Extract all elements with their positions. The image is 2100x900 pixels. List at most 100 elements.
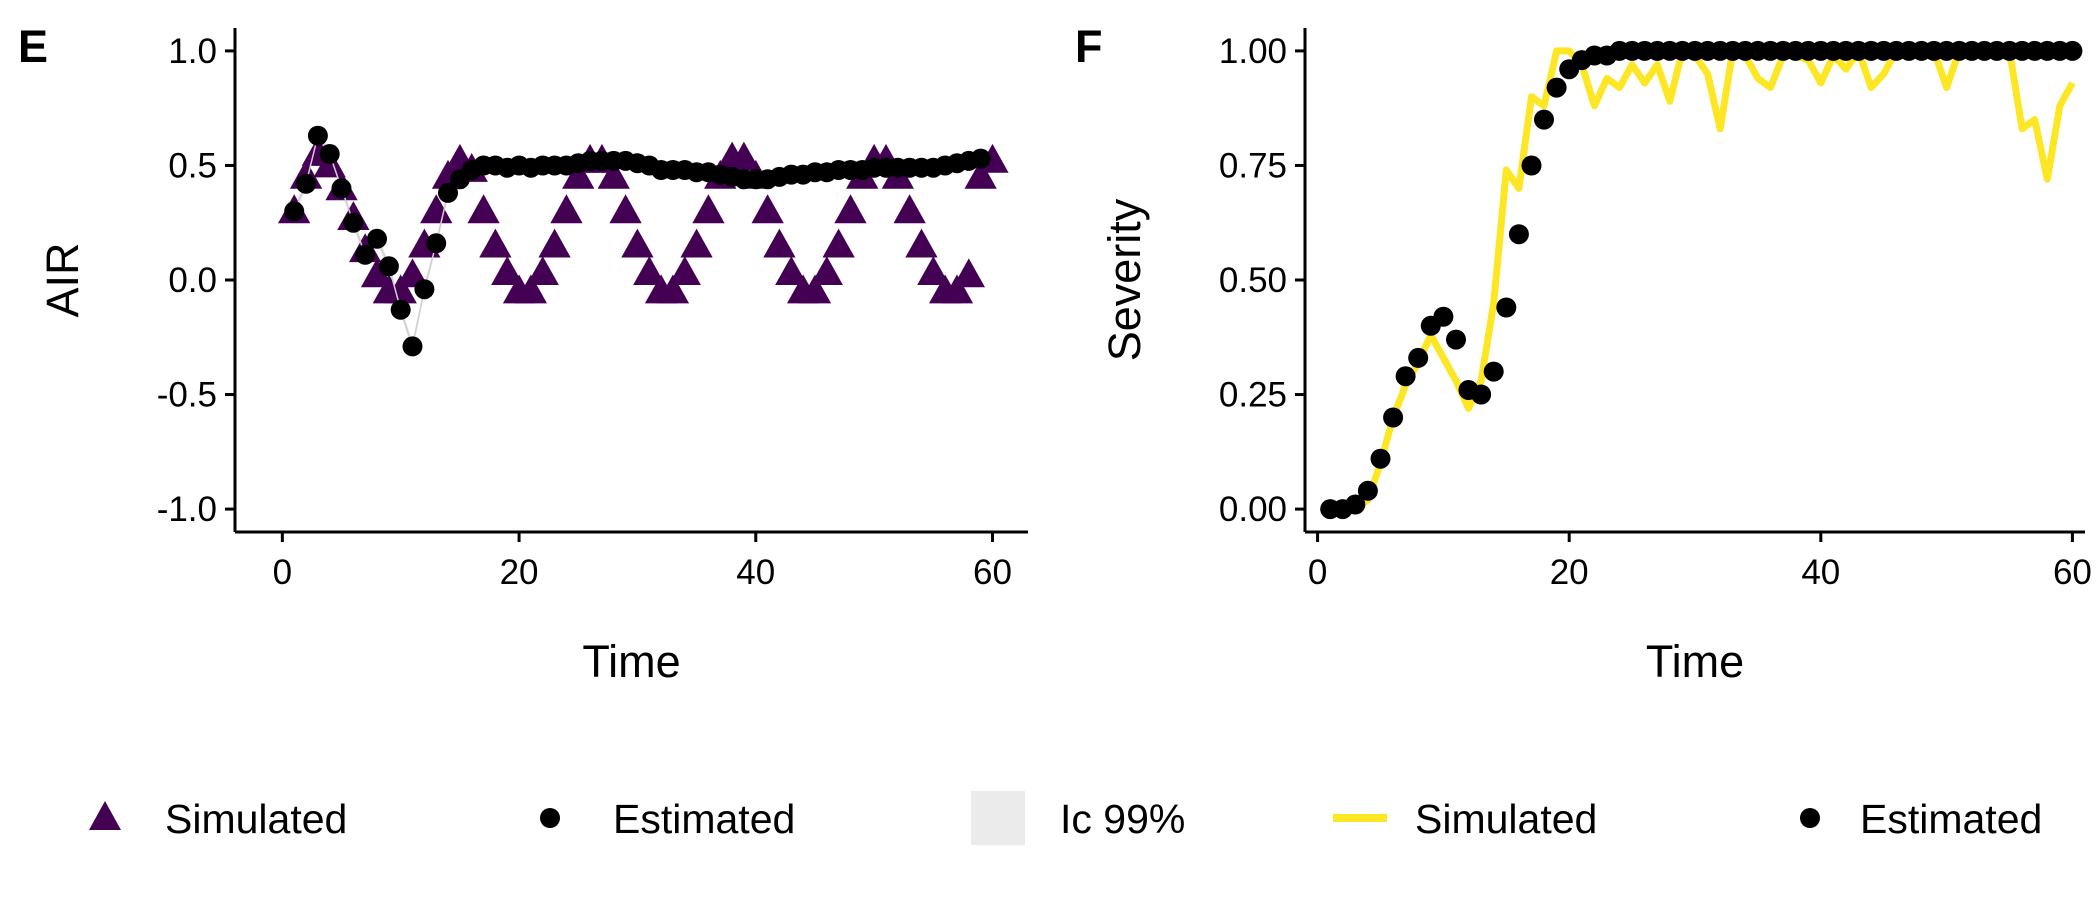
estimated-point [1433,306,1454,327]
y-tick-label: 1.0 [168,32,217,71]
simulated-point [550,194,583,224]
legend-item: Ic 99% [971,791,1185,845]
simulated-point [538,228,571,258]
simulated-point [420,194,453,224]
legend-label: Estimated [1860,796,2042,842]
estimated-point [296,173,316,194]
simulated-point [727,141,761,171]
estimated-point [367,228,387,249]
estimated-point [307,125,328,146]
panel-tag-f: F [1075,21,1103,72]
simulated-point [763,228,796,258]
y-tick-label: 1.00 [1219,32,1287,71]
estimated-point [1496,297,1517,318]
estimated-point [378,256,399,277]
y-tick-label: 0.75 [1219,146,1287,185]
x-axis-title: Time [582,636,680,687]
simulated-point [692,194,725,224]
simulated-point [822,228,855,258]
legend-label: Estimated [613,796,795,842]
simulated-point [668,256,701,285]
simulated-severity-line [1330,47,2076,513]
legend-item: Estimated [540,796,795,842]
simulated-point [360,258,394,288]
simulated-point [526,256,559,285]
estimated-point [1408,347,1429,368]
legend-triangle-key [89,801,121,830]
estimated-point [284,201,305,222]
estimated-point [1370,448,1391,469]
panel-e-air-chart: E -1.0 -0.5 0.0 0.5 1.0 0 20 40 60 Time AIR [18,21,1028,687]
estimated-point [414,279,435,300]
x-tick-label: 60 [2053,553,2092,592]
simulated-point [384,274,417,304]
y-tick-label: 0.00 [1219,490,1287,529]
simulated-point [964,159,997,189]
y-axis-title: Severity [1099,198,1150,361]
y-tick-label: -1.0 [157,490,217,529]
simulated-point [893,194,926,224]
x-tick-label: 20 [500,553,539,592]
estimated-point [1483,361,1504,382]
simulated-point [905,228,938,258]
simulated-point [514,274,547,304]
estimated-point [426,233,447,254]
simulated-point [798,274,832,304]
series-f-simulated [1330,47,2076,513]
simulated-point [810,256,843,285]
x-tick-label: 20 [1550,553,1589,592]
panel-f-severity-chart: F 0.00 0.25 0.50 0.75 1.00 0 20 40 60 Time Severity [1075,21,2092,687]
x-tick-label: 0 [1308,553,1327,592]
series-e-estimated [284,125,991,357]
simulated-point [597,159,630,189]
legend: Simulated Estimated Ic 99% Simulated Estimat… [89,791,2042,845]
legend-circle-key [1800,808,1820,828]
estimated-point [1395,366,1416,387]
y-tick-label: 0.25 [1219,376,1287,415]
legend-item: Simulated [1333,796,1597,842]
y-tick-label: -0.5 [157,376,217,415]
x-tick-label: 40 [1801,553,1840,592]
x-tick-label: 60 [973,553,1012,592]
estimated-point [2062,40,2083,61]
legend-label: Simulated [1415,796,1597,842]
estimated-point [390,299,411,320]
estimated-point [1534,109,1554,130]
simulated-point [952,258,985,288]
simulated-point [562,159,595,189]
y-axis-title: AIR [37,242,88,317]
legend-band-key [971,791,1025,845]
simulated-point [680,228,713,258]
estimated-point [331,178,352,199]
estimated-point [1345,494,1366,515]
estimated-point [1383,407,1404,428]
simulated-point [917,256,950,285]
legend-item: Estimated [1800,796,2042,842]
simulated-point [834,194,867,224]
y-tick-label: 0.0 [168,261,217,300]
estimated-point [1357,480,1378,501]
simulated-point [751,194,784,224]
simulated-point [491,256,524,285]
y-tick-label: 0.5 [168,146,217,185]
estimated-point [1521,155,1542,176]
legend-circle-key [540,808,560,828]
x-tick-label: 40 [736,553,775,592]
simulated-point [609,194,642,224]
y-tick-label: 0.50 [1219,261,1287,300]
estimated-point [1471,384,1492,405]
simulated-point [775,256,808,285]
estimated-point [343,212,364,233]
simulated-point [656,274,690,304]
estimated-point [438,182,458,203]
simulated-point [479,228,512,258]
series-f-estimated [1320,40,2083,520]
legend-item: Simulated [89,796,347,842]
simulated-point [940,274,974,304]
estimated-point [970,148,991,169]
estimated-point [402,336,423,357]
simulated-point [467,194,500,224]
estimated-point [355,244,376,265]
legend-label: Ic 99% [1060,796,1185,842]
